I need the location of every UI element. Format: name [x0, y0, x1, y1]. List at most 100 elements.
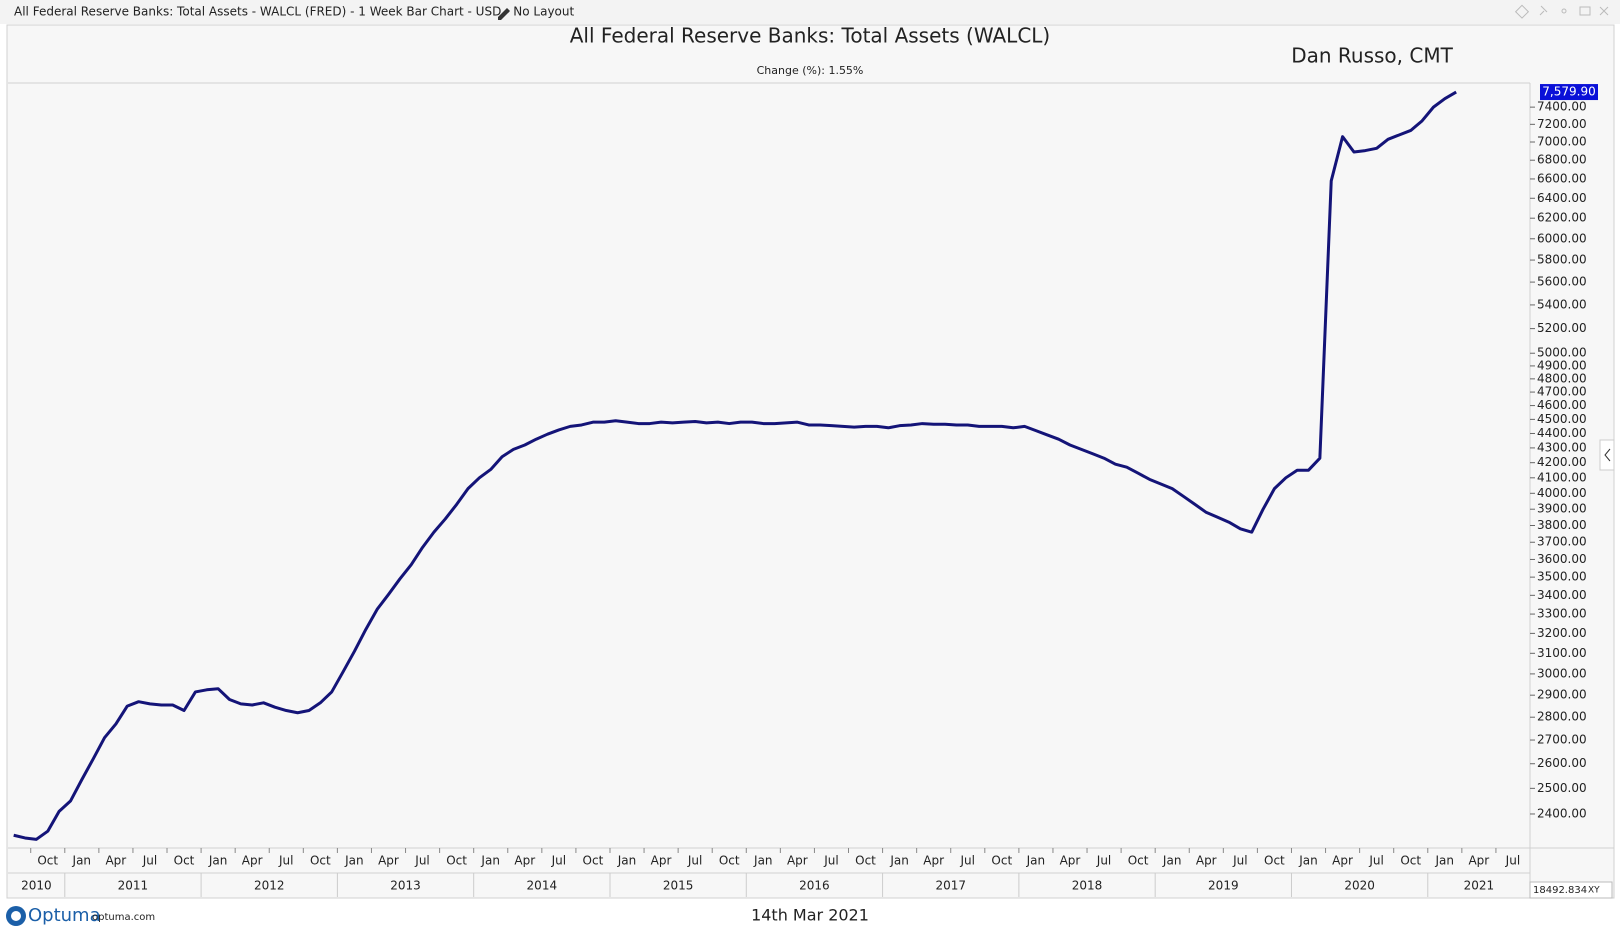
y-tick-label: 7400.00	[1537, 100, 1587, 114]
y-tick-label: 5600.00	[1537, 275, 1587, 289]
window-controls	[1514, 4, 1609, 19]
footer	[0, 899, 1620, 932]
x-tick-label: Oct	[1264, 854, 1285, 868]
x-tick-label: Oct	[310, 854, 331, 868]
year-label: 2016	[799, 879, 830, 893]
control-icon[interactable]	[1561, 8, 1567, 14]
side-tab[interactable]	[1599, 439, 1615, 471]
x-tick-label: Oct	[991, 854, 1012, 868]
y-tick-label: 3400.00	[1537, 588, 1587, 602]
y-tick-label: 3800.00	[1537, 518, 1587, 532]
x-tick-label: Oct	[855, 854, 876, 868]
y-tick-label: 4200.00	[1537, 455, 1587, 469]
x-tick-label: Jan	[344, 854, 364, 868]
chart-panel	[6, 24, 1615, 899]
x-tick-label: Jan	[889, 854, 909, 868]
x-tick-label: Jan	[1026, 854, 1046, 868]
x-tick-label: Apr	[378, 854, 399, 868]
window-title: All Federal Reserve Banks: Total Assets …	[14, 5, 575, 19]
y-tick-label: 6200.00	[1537, 211, 1587, 225]
control-icon[interactable]	[1599, 6, 1609, 16]
author: Dan Russo, CMT	[1291, 44, 1453, 68]
x-tick-label: Jan	[1162, 854, 1182, 868]
x-tick-label: Jul	[551, 854, 566, 868]
year-label: 2018	[1072, 879, 1103, 893]
x-tick-label: Jan	[480, 854, 500, 868]
side-tab-arrow	[1604, 448, 1611, 462]
x-tick-label: Apr	[105, 854, 126, 868]
x-tick-label: Jul	[1232, 854, 1247, 868]
y-tick-label: 4900.00	[1537, 358, 1587, 372]
x-tick-label: Apr	[1196, 854, 1217, 868]
y-tick-label: 4100.00	[1537, 470, 1587, 484]
y-tick-label: 2600.00	[1537, 756, 1587, 770]
y-tick-label: 5400.00	[1537, 297, 1587, 311]
x-tick-label: Jan	[72, 854, 92, 868]
y-tick-label: 3900.00	[1537, 502, 1587, 516]
x-tick-label: Oct	[37, 854, 58, 868]
x-tick-label: Jan	[617, 854, 637, 868]
x-tick-label: Jan	[1435, 854, 1455, 868]
y-tick-label: 3600.00	[1537, 552, 1587, 566]
x-tick-label: Jul	[1505, 854, 1520, 868]
year-label: 2013	[390, 879, 421, 893]
y-tick-label: 4500.00	[1537, 412, 1587, 426]
y-tick-label: 4700.00	[1537, 385, 1587, 399]
control-icon[interactable]	[1579, 6, 1591, 16]
year-label: 2014	[527, 879, 558, 893]
year-label: 2020	[1344, 879, 1375, 893]
edit-icon[interactable]	[498, 8, 510, 20]
x-tick-label: Jul	[414, 854, 429, 868]
y-tick-label: 2500.00	[1537, 781, 1587, 795]
y-tick-label: 3700.00	[1537, 535, 1587, 549]
x-tick-label: Apr	[1060, 854, 1081, 868]
x-tick-label: Apr	[787, 854, 808, 868]
x-tick-label: Oct	[174, 854, 195, 868]
line-series	[13, 90, 1457, 841]
y-tick-label: 5800.00	[1537, 253, 1587, 267]
x-tick-label: Oct	[1128, 854, 1149, 868]
y-tick-label: 3100.00	[1537, 646, 1587, 660]
brand-site: optuma.com	[92, 912, 155, 923]
x-tick-label: Oct	[1400, 854, 1421, 868]
x-tick-label: Jan	[208, 854, 228, 868]
x-tick-label: Oct	[583, 854, 604, 868]
control-icon[interactable]	[1539, 5, 1548, 16]
y-tick-label: 3200.00	[1537, 626, 1587, 640]
year-label: 2010	[21, 879, 52, 893]
x-tick-label: Oct	[719, 854, 740, 868]
y-tick-label: 4300.00	[1537, 440, 1587, 454]
year-label: 2017	[935, 879, 966, 893]
x-tick-label: Apr	[651, 854, 672, 868]
title-bar	[0, 0, 1620, 24]
chart-title: All Federal Reserve Banks: Total Assets …	[570, 24, 1051, 48]
scale-box[interactable]	[1529, 881, 1613, 899]
year-label: 2015	[663, 879, 694, 893]
x-tick-label: Jul	[959, 854, 974, 868]
brand-logo	[11, 911, 21, 921]
control-icon[interactable]	[1514, 4, 1530, 19]
x-tick-label: Oct	[446, 854, 467, 868]
year-label: 2011	[118, 879, 149, 893]
value-label-box	[1540, 84, 1598, 101]
year-label: 2021	[1464, 879, 1495, 893]
y-tick-label: 5000.00	[1537, 346, 1587, 360]
y-tick-label: 4800.00	[1537, 371, 1587, 385]
x-tick-label: Jan	[1298, 854, 1318, 868]
brand: Optuma	[28, 905, 101, 926]
y-tick-label: 6600.00	[1537, 171, 1587, 185]
scale-value: 18492.834	[1533, 885, 1587, 896]
x-tick-label: Apr	[514, 854, 535, 868]
x-tick-label: Apr	[1468, 854, 1489, 868]
footer-date: 14th Mar 2021	[751, 906, 869, 925]
x-tick-label: Jul	[1368, 854, 1383, 868]
x-tick-label: Jul	[1096, 854, 1111, 868]
y-tick-label: 3300.00	[1537, 607, 1587, 621]
x-tick-label: Jul	[142, 854, 157, 868]
y-tick-label: 4000.00	[1537, 486, 1587, 500]
year-label: 2012	[254, 879, 285, 893]
x-tick-label: Apr	[1332, 854, 1353, 868]
y-tick-label: 4400.00	[1537, 426, 1587, 440]
scale-mode: XY	[1588, 886, 1600, 896]
